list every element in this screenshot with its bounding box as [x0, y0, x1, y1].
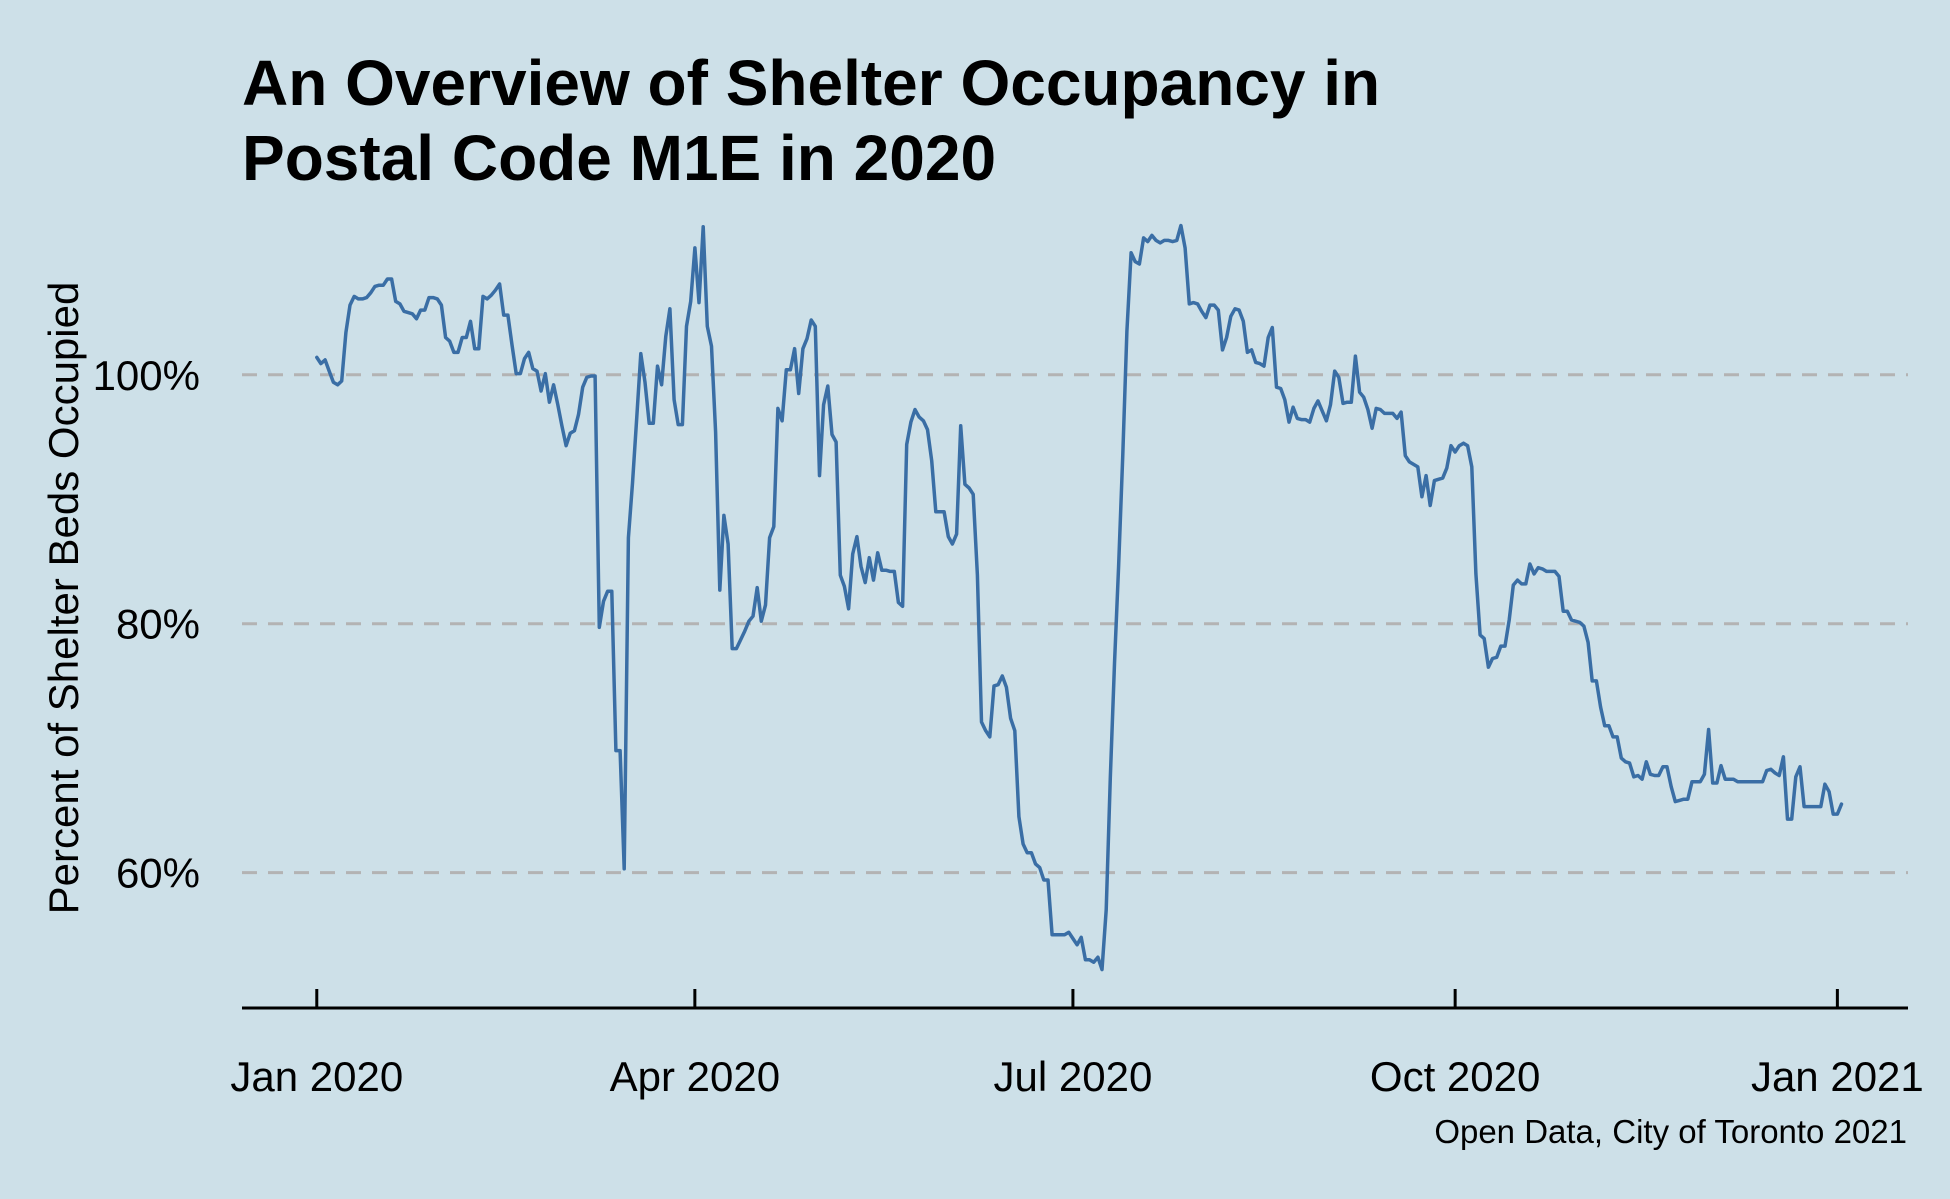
y-tick-label-100: 100% [93, 352, 200, 399]
y-axis-ticks: 60% 80% 100% [93, 352, 200, 897]
x-tick-label-2020-10-01: Oct 2020 [1370, 1053, 1540, 1100]
x-tick-label-2020-04-01: Apr 2020 [610, 1053, 780, 1100]
x-tick-label-2021-01-01: Jan 2021 [1751, 1053, 1924, 1100]
chart-title-line-2: Postal Code M1E in 2020 [242, 122, 996, 194]
chart-caption: Open Data, City of Toronto 2021 [1434, 1113, 1907, 1150]
gridlines [242, 373, 1908, 875]
y-tick-label-80: 80% [116, 601, 200, 648]
y-axis-label: Percent of Shelter Beds Occupied [40, 282, 87, 915]
x-tick-label-2020-07-01: Jul 2020 [994, 1053, 1153, 1100]
occupancy-series-line [315, 223, 1844, 972]
x-tick-label-2020-01-01: Jan 2020 [230, 1053, 403, 1100]
x-axis-ticks: Jan 2020 Apr 2020 Jul 2020 Oct 2020 Jan 2021 [230, 989, 1924, 1100]
chart-title-line-1: An Overview of Shelter Occupancy in [242, 47, 1380, 119]
y-tick-label-60: 60% [116, 850, 200, 897]
